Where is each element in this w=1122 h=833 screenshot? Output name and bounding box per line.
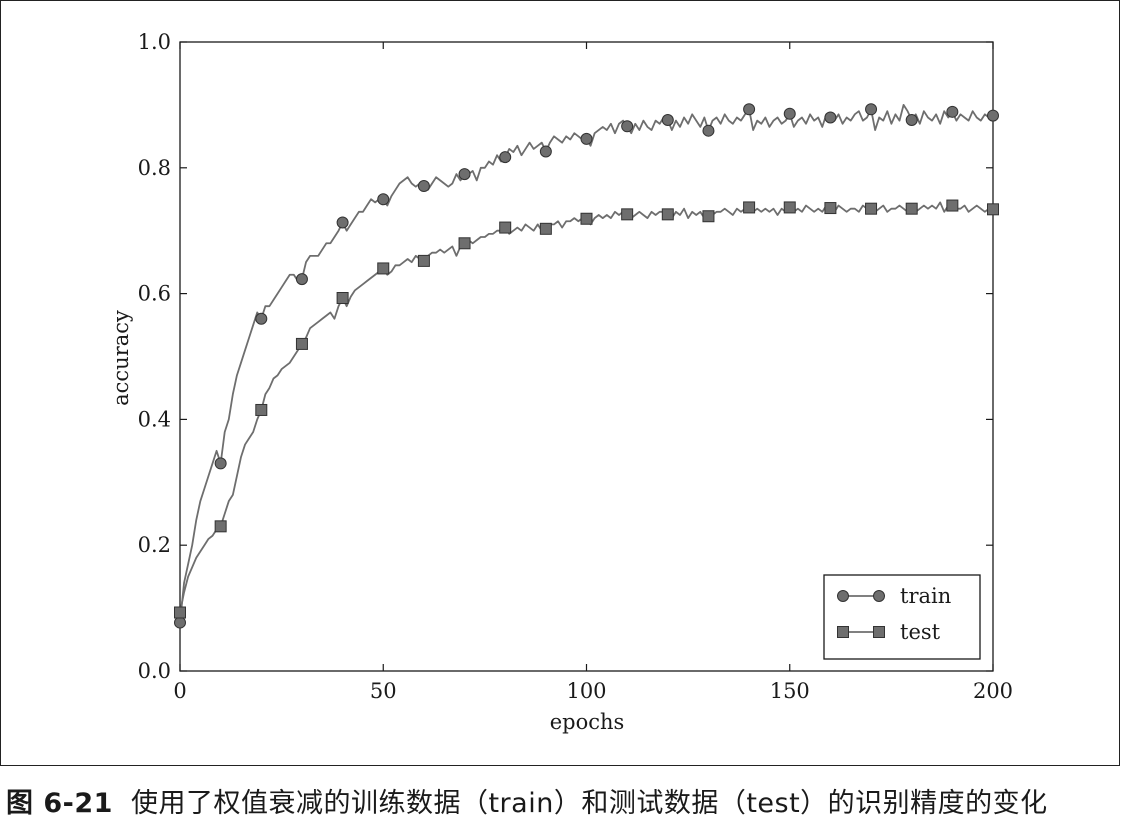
data-point-train	[174, 616, 186, 629]
data-point-test	[580, 212, 593, 225]
legend-marker-train	[873, 590, 885, 602]
axis-ticks: 0 50 100 150 200 0.0 0.2 0.4 0.6 0.8 1.0	[138, 30, 1013, 703]
data-point-train	[214, 457, 227, 470]
series-test	[174, 199, 999, 619]
series-line-test	[179, 201, 994, 613]
data-point-test	[458, 237, 471, 250]
data-point-test	[417, 254, 430, 267]
x-axis-label: epochs	[550, 710, 625, 734]
data-point-train	[824, 111, 837, 124]
data-point-test	[295, 337, 308, 350]
x-tick-label: 50	[370, 679, 397, 703]
accuracy-chart: 0 50 100 150 200 0.0 0.2 0.4 0.6 0.8 1.0 epochs ac…	[109, 30, 1013, 734]
data-point-test	[174, 606, 186, 619]
data-point-train	[905, 113, 918, 126]
y-tick-label: 0.4	[138, 407, 171, 431]
y-tick-label: 1.0	[138, 30, 171, 54]
data-point-train	[621, 120, 634, 133]
figure-caption: 图 6-21 使用了权值衰减的训练数据（train）和测试数据（test）的识别精…	[6, 781, 1048, 820]
data-point-train	[458, 168, 471, 181]
data-point-train	[255, 312, 268, 325]
data-point-test	[377, 262, 390, 275]
data-point-train	[987, 109, 999, 122]
data-point-test	[499, 221, 512, 234]
data-point-test	[255, 403, 268, 416]
data-point-test	[621, 208, 634, 221]
data-point-train	[295, 273, 308, 286]
legend-marker-test	[873, 626, 885, 638]
series-train	[174, 103, 999, 629]
data-point-train	[865, 103, 878, 116]
data-point-train	[336, 216, 349, 229]
data-point-train	[499, 151, 512, 164]
data-point-train	[417, 180, 430, 193]
data-point-test	[743, 201, 756, 214]
data-point-test	[946, 199, 959, 212]
legend-box	[823, 574, 981, 660]
data-point-test	[865, 202, 878, 215]
series-layer	[174, 103, 999, 629]
data-point-test	[336, 292, 349, 305]
x-tick-label: 100	[566, 679, 606, 703]
legend-marker-test	[837, 626, 849, 638]
x-tick-label: 150	[770, 679, 810, 703]
y-axis-label: accuracy	[109, 310, 133, 406]
data-point-train	[743, 103, 756, 116]
data-point-train	[783, 107, 796, 120]
data-point-train	[377, 193, 390, 206]
legend-marker-train	[837, 590, 849, 602]
data-point-train	[946, 105, 959, 118]
data-point-train	[661, 113, 674, 126]
legend: train test	[823, 574, 981, 660]
caption-text: 使用了权值衰减的训练数据（train）和测试数据（test）的识别精度的变化	[130, 788, 1048, 819]
data-point-train	[702, 124, 715, 137]
series-line-train	[179, 104, 994, 623]
legend-entry-test: test	[837, 620, 941, 644]
data-point-test	[824, 202, 837, 215]
data-point-train	[539, 145, 552, 158]
data-point-test	[987, 203, 999, 216]
data-point-test	[214, 520, 227, 533]
data-point-train	[580, 132, 593, 145]
data-point-test	[539, 222, 552, 235]
data-point-test	[702, 210, 715, 223]
data-point-test	[783, 201, 796, 214]
data-point-test	[905, 202, 918, 215]
legend-entry-train: train	[837, 584, 951, 608]
y-tick-label: 0.8	[138, 156, 171, 180]
figure-frame	[0, 0, 1120, 766]
data-point-test	[661, 208, 674, 221]
x-tick-label: 200	[973, 679, 1013, 703]
figure-number: 图 6-21	[6, 788, 113, 819]
legend-label-test: test	[900, 620, 941, 644]
x-tick-label: 0	[173, 679, 186, 703]
y-tick-label: 0.2	[138, 533, 171, 557]
legend-label-train: train	[900, 584, 951, 608]
y-tick-label: 0.6	[138, 282, 171, 306]
y-tick-label: 0.0	[138, 659, 171, 683]
